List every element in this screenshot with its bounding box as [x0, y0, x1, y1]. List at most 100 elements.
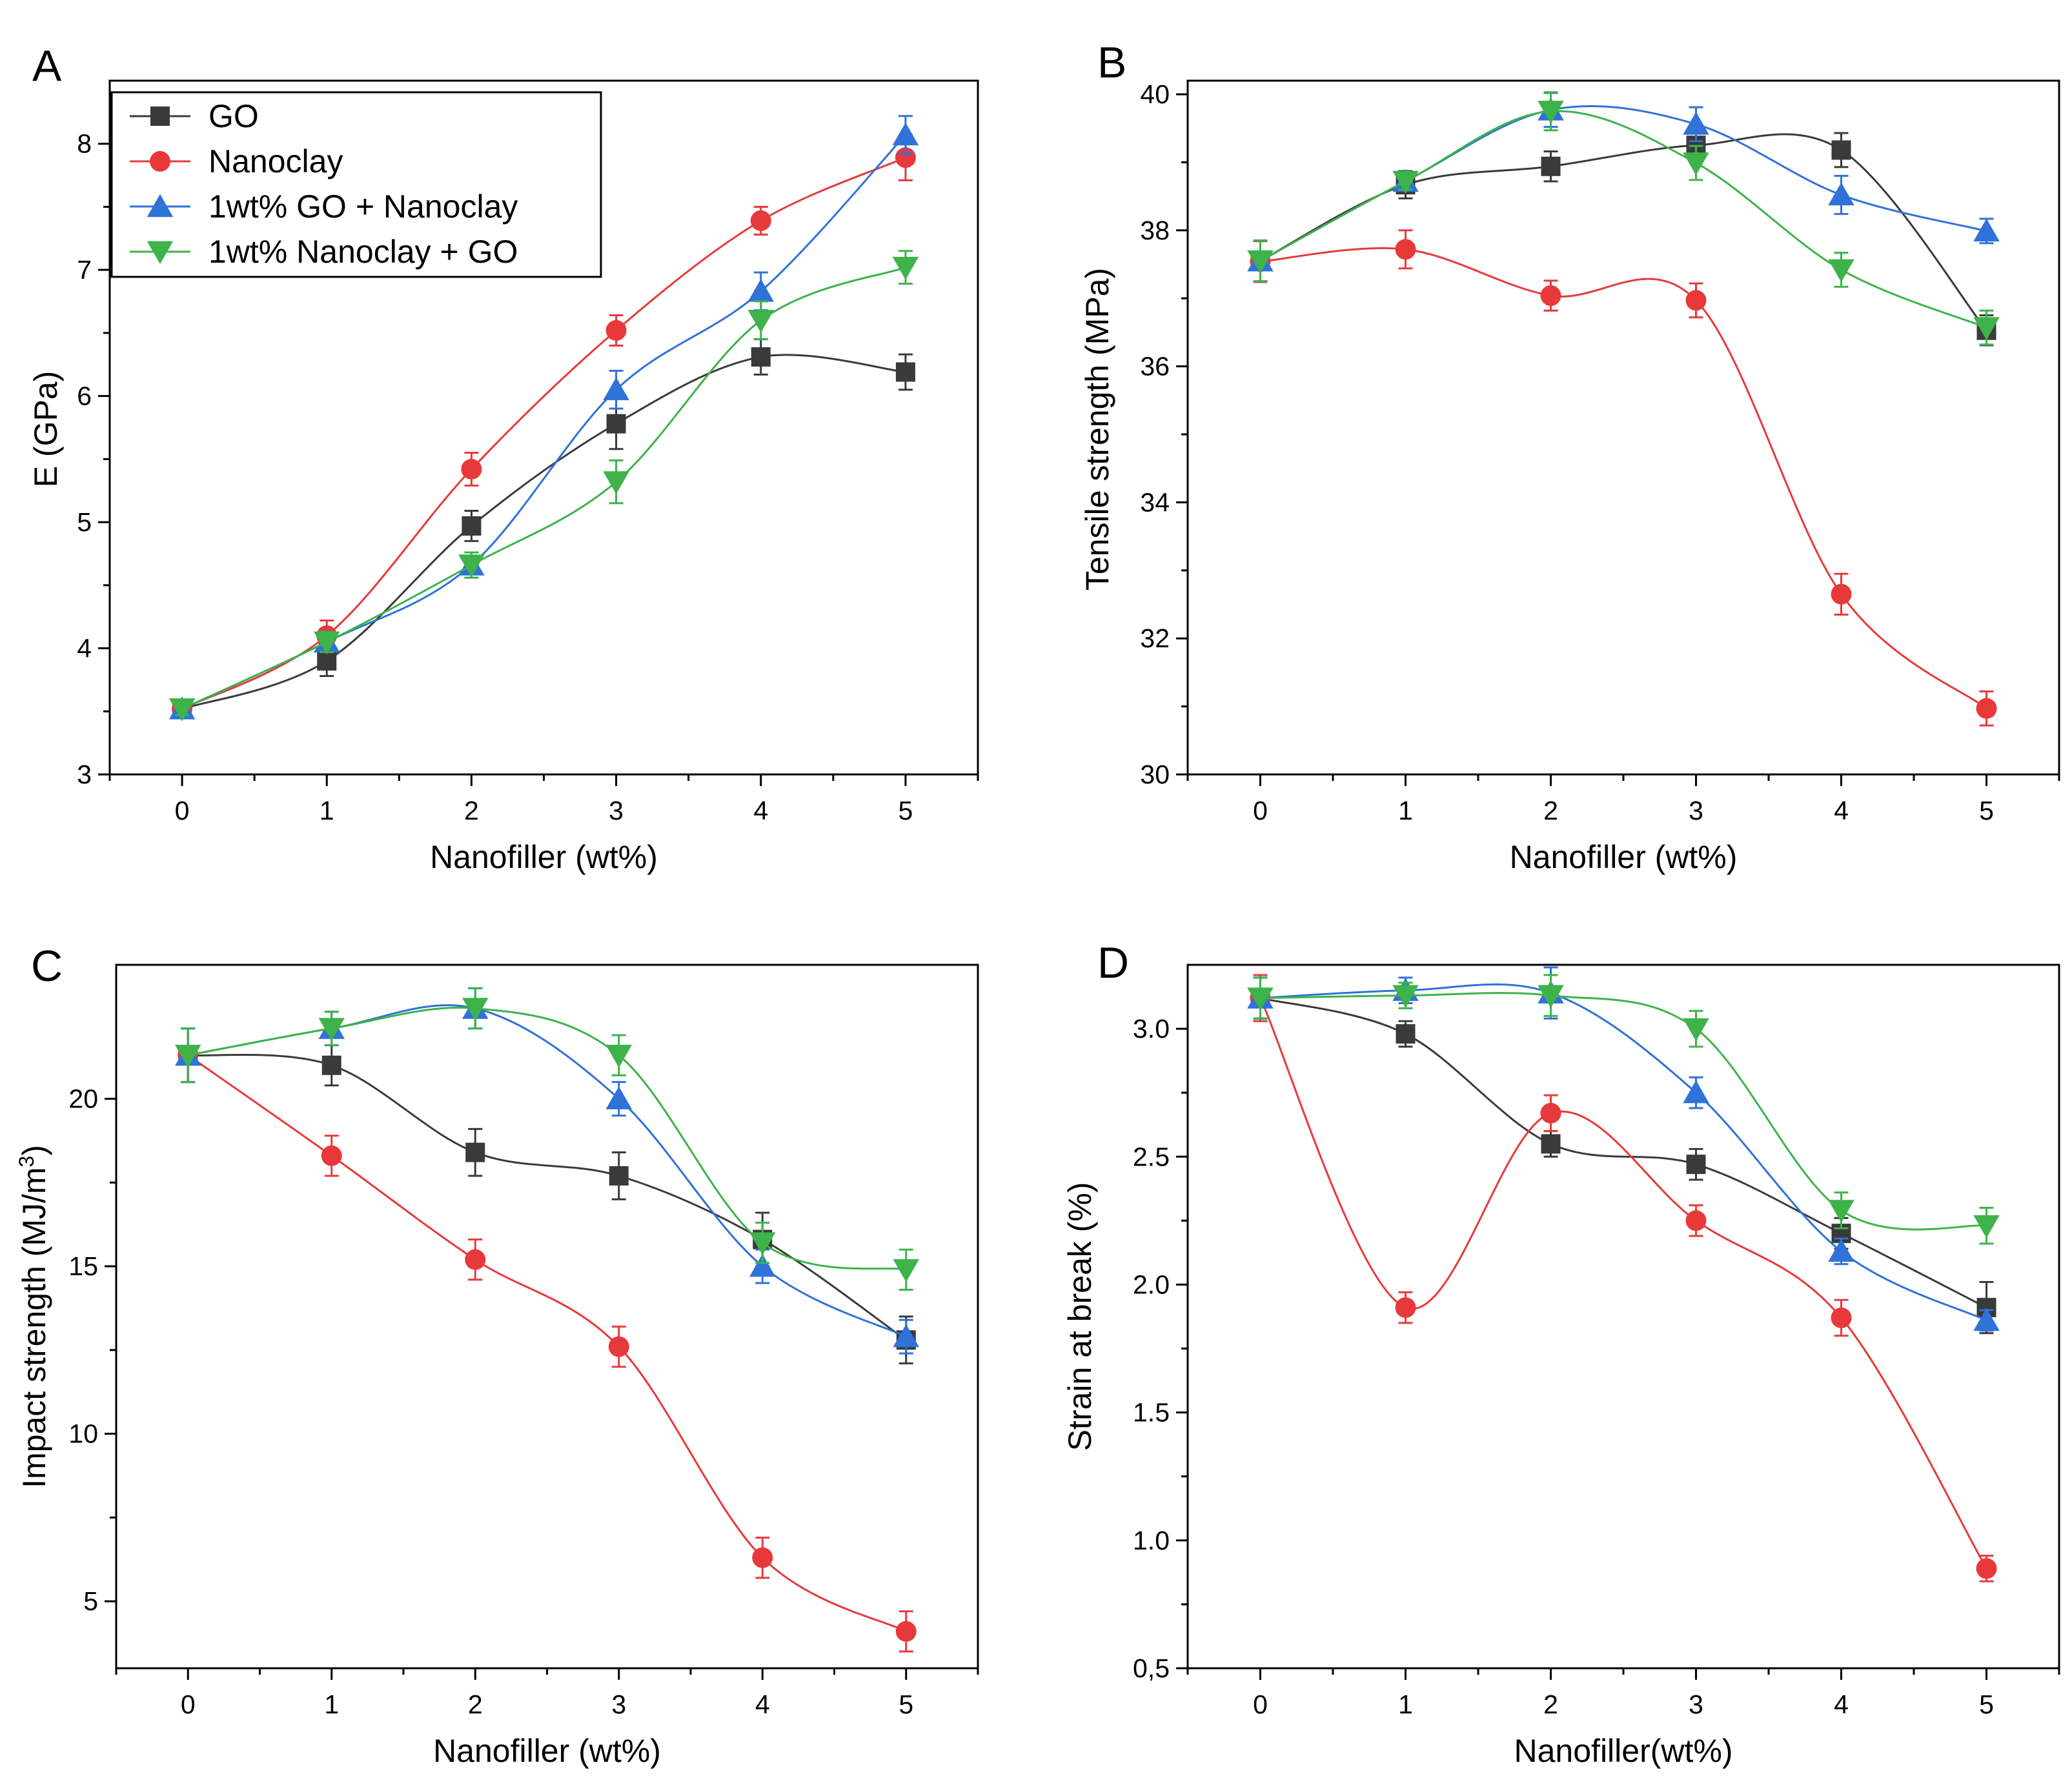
series-0	[178, 1027, 916, 1365]
data-point	[1976, 1558, 1997, 1579]
legend-label: 1wt% Nanoclay + GO	[208, 234, 518, 270]
y-tick-label: 5	[83, 1586, 98, 1616]
series-line	[181, 354, 906, 710]
y-tick-label: 36	[1140, 352, 1170, 381]
data-point	[747, 279, 774, 302]
y-tick-label: 34	[1140, 487, 1170, 517]
data-point	[1828, 259, 1854, 283]
data-point	[1392, 985, 1419, 1008]
data-point	[1683, 1018, 1709, 1042]
y-axis-title-superscript: 3	[15, 1156, 38, 1167]
data-point	[1538, 985, 1564, 1008]
data-point	[1973, 1307, 2000, 1331]
x-tick-label: 1	[324, 1690, 339, 1719]
series-line	[1259, 997, 1987, 1570]
data-point	[892, 257, 919, 280]
data-point	[1976, 698, 1997, 719]
panel-d: D 0 1 2 3 4 5 0,5 1.0 1.5 2.0 2.5 3.0 Nanofiller(wt%)…	[1062, 938, 2060, 1769]
y-tick-label: 3.0	[1133, 1014, 1170, 1044]
y-axis-title: Impact strength (MJ/m3)	[15, 1145, 52, 1488]
data-point	[1685, 290, 1707, 311]
panel-letter: D	[1097, 938, 1129, 987]
y-tick-label: 3	[77, 760, 92, 789]
y-tick-label: 30	[1140, 760, 1170, 789]
x-axis-title: Nanofiller (wt%)	[433, 1733, 661, 1769]
series-2	[1247, 92, 2000, 283]
panel-a: A 0 1 2 3 4 5 3 4 5 6 7 8 Nanofiller (wt%) E (GPa) GO Na…	[28, 41, 979, 875]
panel-c: C 0 1 2 3 4 5 5 10 15 20 Nanofiller (wt%) Impact str…	[15, 942, 979, 1769]
x-tick-label: 3	[611, 1690, 626, 1719]
data-point	[749, 1253, 776, 1277]
series-1	[1250, 229, 1997, 727]
series-line	[187, 1054, 907, 1633]
y-tick-label: 7	[77, 255, 92, 285]
y-tick-label: 10	[68, 1419, 98, 1449]
y-tick-label: 20	[68, 1084, 98, 1114]
series-3	[175, 987, 919, 1291]
y-axis-title-main: Impact strength (MJ/m	[16, 1167, 52, 1488]
legend: GO Nanoclay 1wt% GO + Nanoclay 1wt% Nanocla…	[110, 91, 602, 278]
legend-label: GO	[208, 98, 259, 134]
data-point	[321, 1145, 342, 1166]
series-line	[1260, 247, 1987, 709]
x-tick-label: 5	[1979, 796, 1994, 825]
data-point	[458, 554, 485, 578]
legend-marker	[150, 151, 170, 172]
x-axis-title: Nanofiller (wt%)	[1510, 839, 1738, 875]
series-line	[1259, 133, 1987, 331]
data-point	[1683, 152, 1709, 176]
series-line	[181, 156, 906, 710]
series-3	[1247, 91, 2000, 346]
data-point	[318, 1018, 345, 1041]
data-point	[1828, 182, 1854, 206]
y-tick-label: 32	[1140, 623, 1170, 653]
data-point	[1973, 218, 2000, 242]
data-point	[1686, 1155, 1706, 1175]
x-tick-label: 4	[753, 796, 768, 825]
legend-label: Nanoclay	[208, 143, 343, 179]
x-tick-label: 0	[175, 796, 190, 825]
data-point	[1540, 285, 1561, 307]
x-tick-label: 1	[1398, 1690, 1413, 1719]
legend-box	[110, 91, 602, 278]
series-1	[178, 1027, 917, 1653]
x-tick-label: 4	[755, 1690, 770, 1719]
data-point	[605, 1086, 632, 1109]
data-point	[747, 310, 774, 333]
x-tick-label: 0	[181, 1690, 196, 1719]
data-point	[1683, 112, 1709, 135]
data-point	[1973, 1215, 2000, 1238]
series-line	[187, 1006, 907, 1271]
x-tick-label: 2	[1543, 796, 1558, 825]
y-tick-label: 1.0	[1133, 1526, 1170, 1555]
data-point	[895, 362, 915, 382]
series-0	[1250, 976, 1996, 1335]
data-point	[317, 651, 337, 671]
x-tick-label: 5	[1979, 1690, 1994, 1719]
y-tick-label: 40	[1140, 79, 1170, 109]
data-point	[895, 147, 916, 168]
data-point	[605, 1044, 632, 1068]
data-point	[321, 1055, 341, 1075]
legend-marker	[147, 241, 174, 265]
data-point	[1828, 1238, 1854, 1262]
data-point	[1541, 156, 1561, 176]
data-point	[609, 1166, 629, 1186]
series-line	[1259, 110, 1987, 328]
legend-label: 1wt% GO + Nanoclay	[208, 188, 518, 225]
data-point	[1831, 583, 1852, 605]
data-point	[1392, 170, 1419, 194]
data-point	[1540, 1102, 1561, 1124]
x-tick-label: 0	[1253, 796, 1268, 825]
data-point	[1831, 1307, 1852, 1328]
x-tick-label: 0	[1253, 1690, 1268, 1719]
series-line	[1260, 992, 1987, 1231]
x-tick-label: 2	[464, 796, 479, 825]
x-tick-label: 3	[1689, 796, 1703, 825]
data-point	[608, 1336, 629, 1357]
series-3	[1247, 974, 2000, 1245]
data-point	[1541, 1134, 1561, 1154]
x-tick-label: 2	[1543, 1690, 1558, 1719]
legend-marker	[150, 106, 170, 126]
